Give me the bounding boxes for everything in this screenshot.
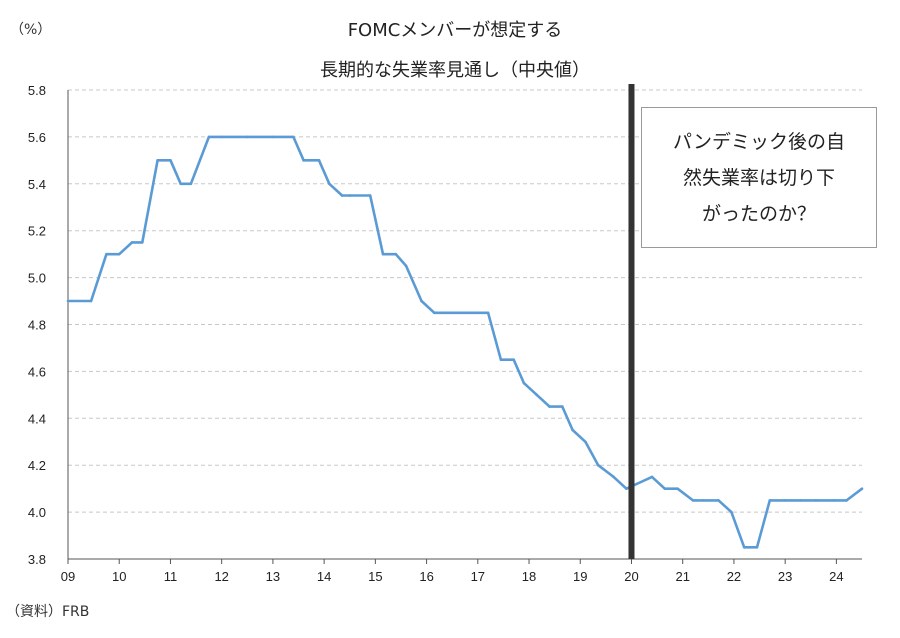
data-point bbox=[245, 135, 249, 139]
y-axis-ticks: 3.8 4.0 4.2 4.4 4.6 4.8 5.0 5.2 5.4 5.6 5.8 bbox=[28, 83, 46, 567]
source-note: （資料）FRB bbox=[6, 604, 89, 620]
series-group bbox=[66, 135, 864, 549]
x-axis-ticks: 09 10 11 12 13 14 15 16 17 18 19 20 21 22 23 24 bbox=[61, 559, 844, 584]
data-point bbox=[89, 299, 93, 303]
x-tick-label: 24 bbox=[829, 569, 843, 584]
data-point bbox=[105, 252, 108, 256]
x-tick-label: 20 bbox=[624, 569, 638, 584]
y-tick-label: 5.2 bbox=[28, 224, 46, 239]
unit-label: （%） bbox=[10, 22, 51, 38]
x-tick-label: 10 bbox=[112, 569, 126, 584]
data-point bbox=[420, 299, 423, 303]
data-point bbox=[340, 194, 344, 197]
data-point bbox=[432, 311, 436, 315]
data-point bbox=[302, 159, 305, 162]
y-tick-label: 5.6 bbox=[28, 130, 46, 145]
data-point bbox=[635, 482, 638, 486]
data-point bbox=[783, 499, 787, 502]
data-point bbox=[486, 311, 490, 315]
data-point bbox=[730, 510, 733, 514]
data-point bbox=[742, 545, 746, 549]
data-point bbox=[189, 182, 193, 186]
x-tick-label: 16 bbox=[419, 569, 433, 584]
data-point bbox=[445, 311, 449, 315]
data-point bbox=[860, 487, 864, 490]
data-point bbox=[130, 241, 134, 244]
y-tick-label: 5.8 bbox=[28, 83, 46, 98]
x-tick-label: 11 bbox=[164, 569, 178, 584]
x-tick-label: 17 bbox=[471, 569, 485, 584]
data-point bbox=[535, 393, 539, 397]
data-point bbox=[548, 405, 551, 408]
y-tick-label: 3.8 bbox=[28, 552, 46, 567]
data-point bbox=[156, 159, 159, 162]
data-point bbox=[461, 311, 464, 315]
data-point bbox=[292, 135, 295, 139]
x-tick-label: 21 bbox=[675, 569, 689, 584]
x-tick-label: 18 bbox=[522, 569, 536, 584]
x-tick-label: 19 bbox=[573, 569, 587, 584]
x-tick-label: 09 bbox=[61, 569, 75, 584]
annotation-line-2: 然失業率は切り下 bbox=[682, 166, 835, 189]
data-point bbox=[717, 499, 720, 502]
data-point bbox=[404, 264, 408, 268]
chart-title-line-1: FOMCメンバーが想定する bbox=[348, 20, 563, 41]
x-tick-label: 22 bbox=[727, 569, 741, 584]
data-point bbox=[845, 499, 848, 502]
data-point bbox=[814, 499, 818, 502]
y-tick-label: 4.0 bbox=[28, 505, 46, 520]
data-point bbox=[317, 159, 321, 162]
data-point bbox=[799, 499, 802, 502]
data-point bbox=[663, 487, 667, 490]
data-point bbox=[327, 182, 331, 186]
data-point bbox=[561, 405, 564, 408]
data-point bbox=[381, 252, 385, 256]
data-point bbox=[348, 194, 352, 197]
data-point bbox=[499, 358, 503, 361]
y-tick-label: 4.4 bbox=[28, 411, 46, 426]
annotation-line-3: がったのか？ bbox=[701, 202, 816, 225]
annotation-text: パンデミック後の自 然失業率は切り下 がったのか？ bbox=[673, 124, 845, 232]
data-point bbox=[271, 135, 275, 139]
data-point bbox=[755, 545, 759, 549]
data-point bbox=[66, 299, 70, 303]
data-point bbox=[832, 499, 836, 502]
x-tick-label: 13 bbox=[266, 569, 280, 584]
y-tick-label: 5.0 bbox=[28, 271, 46, 286]
x-tick-label: 23 bbox=[778, 569, 792, 584]
x-tick-label: 12 bbox=[214, 569, 228, 584]
annotation-line-1: パンデミック後の自 bbox=[673, 130, 845, 153]
x-tick-label: 14 bbox=[317, 569, 331, 584]
data-point bbox=[368, 194, 372, 197]
y-tick-label: 4.2 bbox=[28, 458, 46, 473]
annotation-box: パンデミック後の自 然失業率は切り下 がったのか？ bbox=[641, 107, 877, 248]
data-point bbox=[179, 182, 182, 186]
data-point bbox=[522, 381, 526, 385]
data-point bbox=[596, 463, 600, 467]
data-point bbox=[691, 499, 695, 502]
chart-title-line-2: 長期的な失業率見通し（中央値） bbox=[320, 60, 590, 81]
data-point bbox=[207, 135, 211, 139]
data-point bbox=[584, 440, 587, 444]
data-point bbox=[612, 475, 615, 479]
y-tick-label: 5.4 bbox=[28, 177, 46, 192]
data-point bbox=[394, 252, 398, 256]
data-point bbox=[768, 499, 772, 502]
data-point bbox=[676, 487, 679, 490]
data-point bbox=[220, 135, 223, 139]
data-point bbox=[650, 475, 654, 479]
data-point bbox=[140, 241, 144, 244]
axes bbox=[67, 90, 862, 560]
y-tick-label: 4.8 bbox=[28, 318, 46, 333]
data-point bbox=[512, 358, 515, 361]
x-tick-label: 15 bbox=[368, 569, 382, 584]
data-point bbox=[169, 159, 172, 162]
data-point bbox=[625, 487, 628, 490]
y-tick-label: 4.6 bbox=[28, 364, 46, 379]
data-point bbox=[701, 499, 705, 502]
data-point bbox=[571, 428, 574, 432]
data-point bbox=[117, 252, 121, 256]
